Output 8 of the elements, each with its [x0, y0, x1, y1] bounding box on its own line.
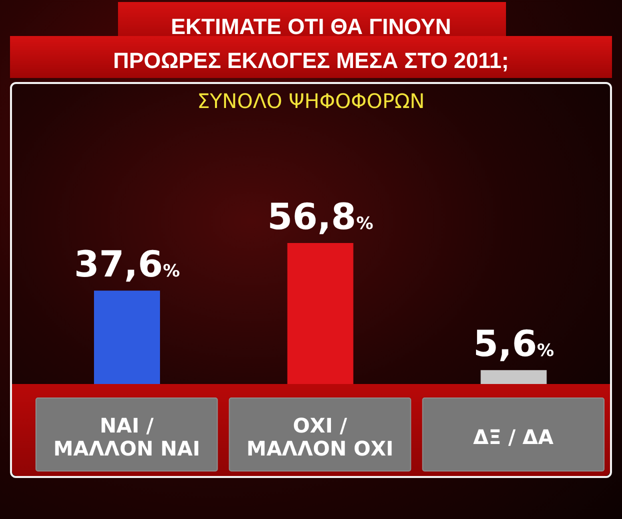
x-tick-label: ΟΧΙ / ΜΑΛΛΟΝ ΟΧΙ [246, 414, 394, 461]
data-label: 37,6% [74, 244, 180, 286]
chart-title: ΕΚΤΙΜΑΤΕ ΟΤΙ ΘΑ ΓΙΝΟΥΝ ΠΡΟΩΡΕΣ ΕΚΛΟΓΕΣ ΜΕΣΑ ΣΤΟ 2011; [112, 13, 510, 75]
chart-subtitle: ΣΥΝΟΛΟ ΨΗΦΟΦΟΡΩΝ [196, 88, 426, 114]
data-label: 56,8% [267, 197, 374, 238]
x-tick-label: ΝΑΙ / ΜΑΛΛΟΝ ΝΑΙ [53, 414, 200, 461]
x-tick-label: ΔΞ / ΔΑ [473, 425, 554, 450]
data-label: 5,6% [473, 324, 554, 366]
